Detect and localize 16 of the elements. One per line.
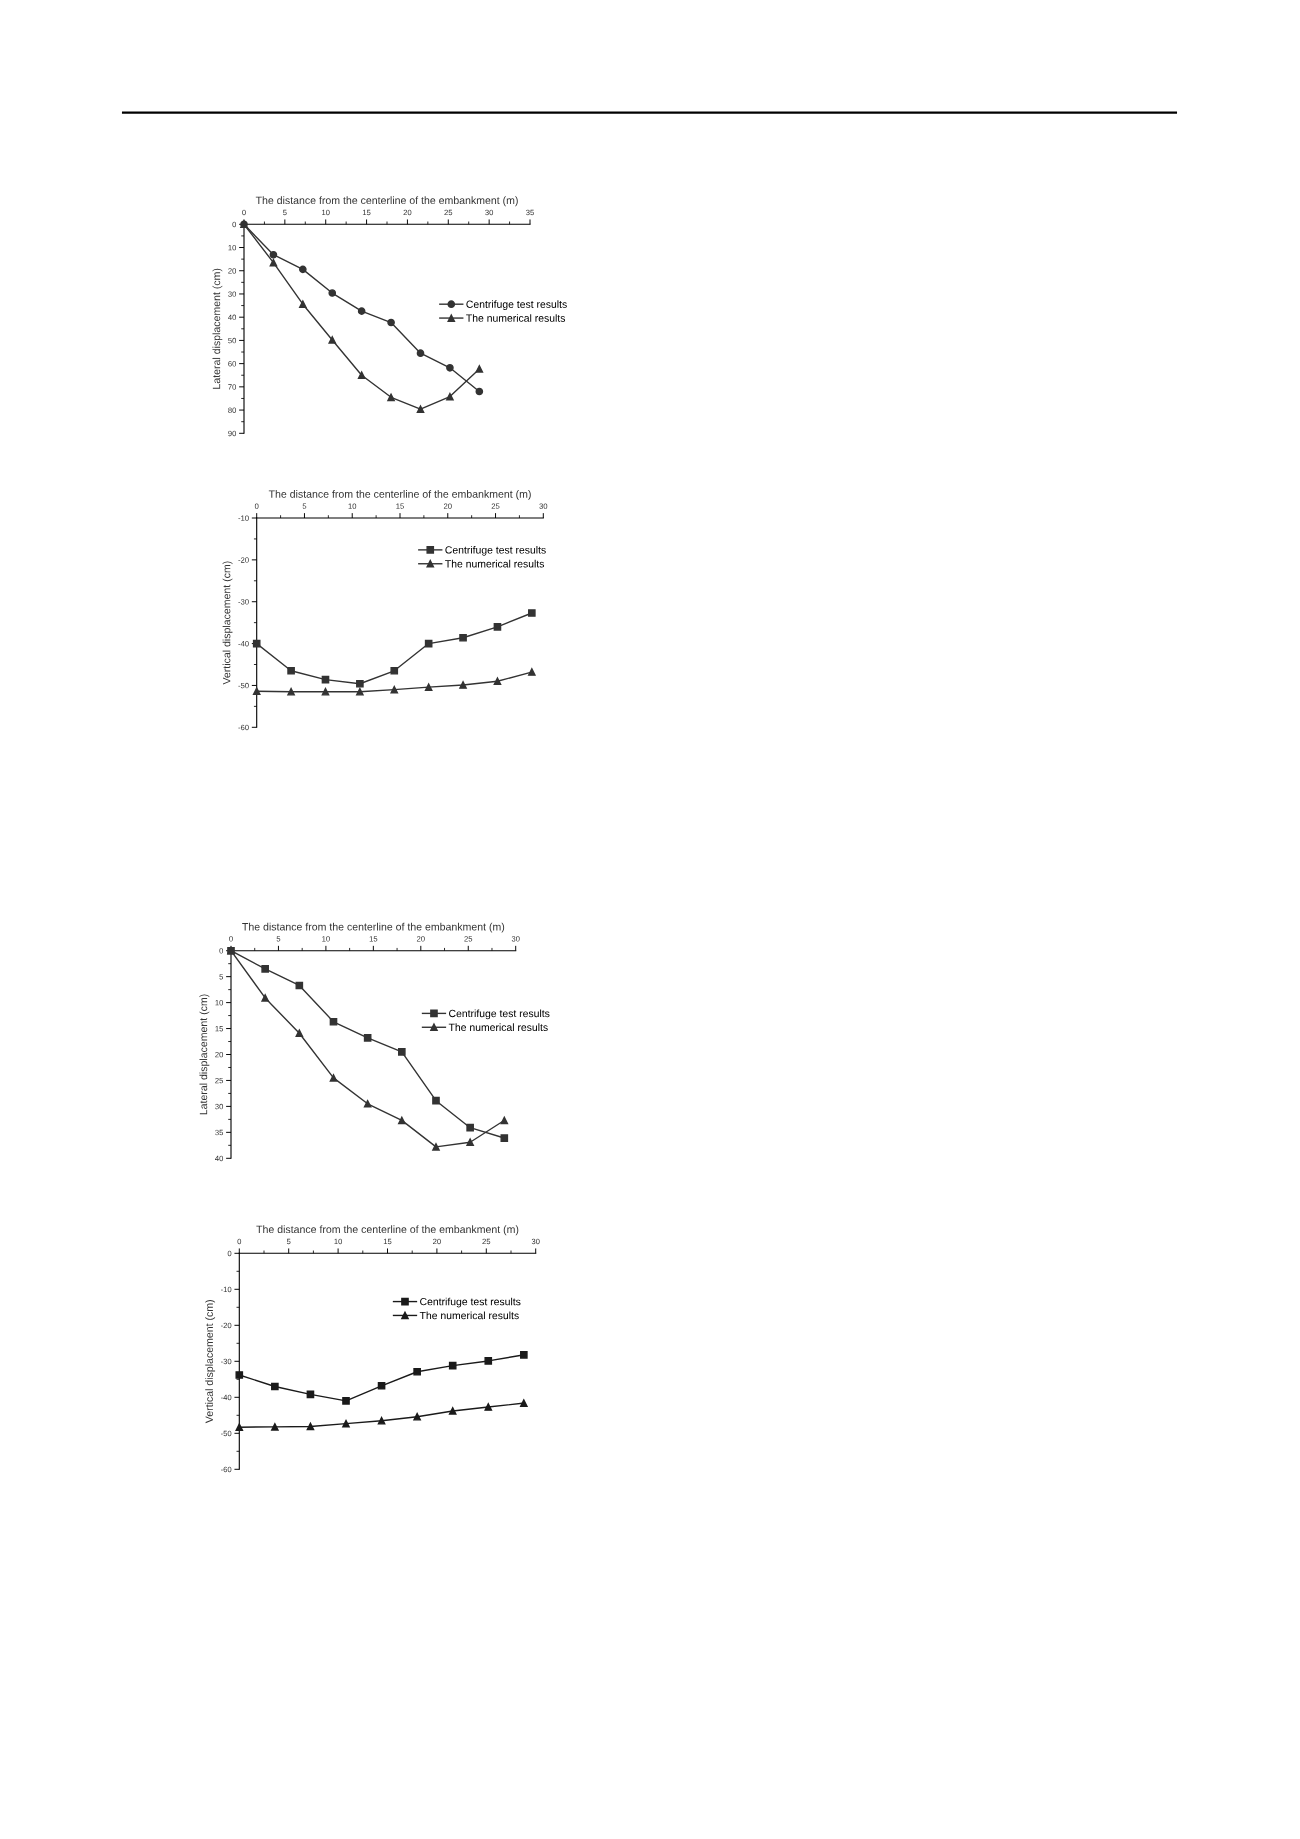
x-axis-title: The distance from the centerline of the embankment (m) bbox=[256, 1225, 519, 1236]
y-axis-title: Lateral displacement (cm) bbox=[199, 994, 210, 1115]
legend-label: Centrifuge test results bbox=[445, 545, 546, 556]
legend-label: Centrifuge test results bbox=[449, 1009, 550, 1020]
legend-label: Centrifuge test results bbox=[466, 300, 567, 310]
legend-label: The numerical results bbox=[445, 559, 545, 568]
legend-label: The numerical results bbox=[466, 314, 566, 322]
x-axis-title: The distance from the centerline of the embankment (m) bbox=[242, 922, 505, 933]
x-axis-title: The distance from the centerline of the embankment (m) bbox=[255, 196, 518, 207]
y-axis-title: Vertical displacement (cm) bbox=[222, 561, 233, 685]
legend-label: The numerical results bbox=[448, 1023, 548, 1032]
y-axis-title: Lateral displacement (cm) bbox=[212, 268, 223, 389]
legend-label: Centrifuge test results bbox=[420, 1297, 521, 1308]
x-axis-title: The distance from the centerline of the embankment (m) bbox=[268, 490, 531, 500]
legend-label: The numerical results bbox=[419, 1311, 519, 1320]
y-axis-title: Vertical displacement (cm) bbox=[205, 1300, 216, 1424]
